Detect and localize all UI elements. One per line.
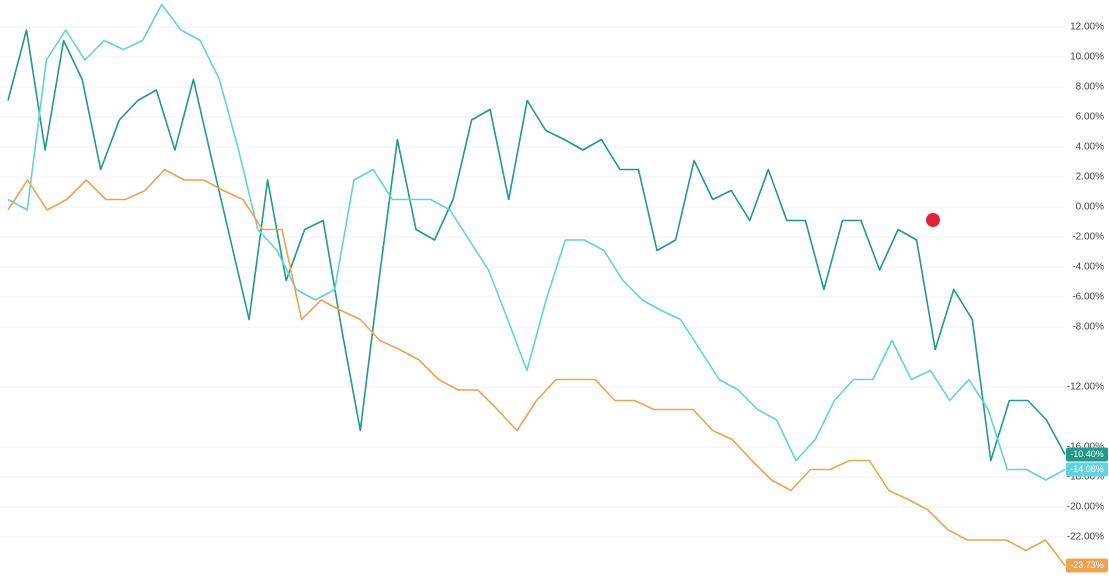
last-value-badge [1066, 447, 1108, 462]
event-marker[interactable] [926, 213, 940, 227]
last-value-label: -23.73% [1070, 560, 1104, 570]
y-tick-label: 8.00% [1076, 82, 1104, 93]
y-tick-label: 2.00% [1076, 172, 1104, 183]
series-line [7, 29, 1066, 462]
last-value-label: -14.08% [1070, 464, 1104, 474]
y-tick-label: -4.00% [1072, 262, 1104, 273]
y-tick-label: -6.00% [1072, 292, 1104, 303]
y-tick-label: -20.00% [1067, 502, 1104, 513]
last-value-badge [1066, 558, 1108, 573]
y-tick-label: -16.00% [1067, 442, 1104, 453]
last-value-badge [1066, 462, 1108, 477]
y-tick-label: -2.00% [1072, 232, 1104, 243]
y-tick-label: 12.00% [1070, 22, 1104, 33]
y-axis: 12.00% 10.00% 8.00% 6.00% 4.00% 2.00% 0.00% -2.… [1066, 22, 1108, 573]
series-line [7, 3, 1066, 481]
y-tick-label: -22.00% [1067, 532, 1104, 543]
y-tick-label: -18.00% [1067, 472, 1104, 483]
y-tick-label: 0.00% [1076, 202, 1104, 213]
y-tick-label: -8.00% [1072, 322, 1104, 333]
y-tick-label: -12.00% [1067, 382, 1104, 393]
last-value-label: -10.40% [1070, 449, 1104, 459]
series-line [7, 168, 1066, 566]
y-tick-label: 4.00% [1076, 142, 1104, 153]
y-tick-label: 6.00% [1076, 112, 1104, 123]
line-layer [7, 3, 1066, 566]
y-tick-label: 10.00% [1070, 52, 1104, 63]
